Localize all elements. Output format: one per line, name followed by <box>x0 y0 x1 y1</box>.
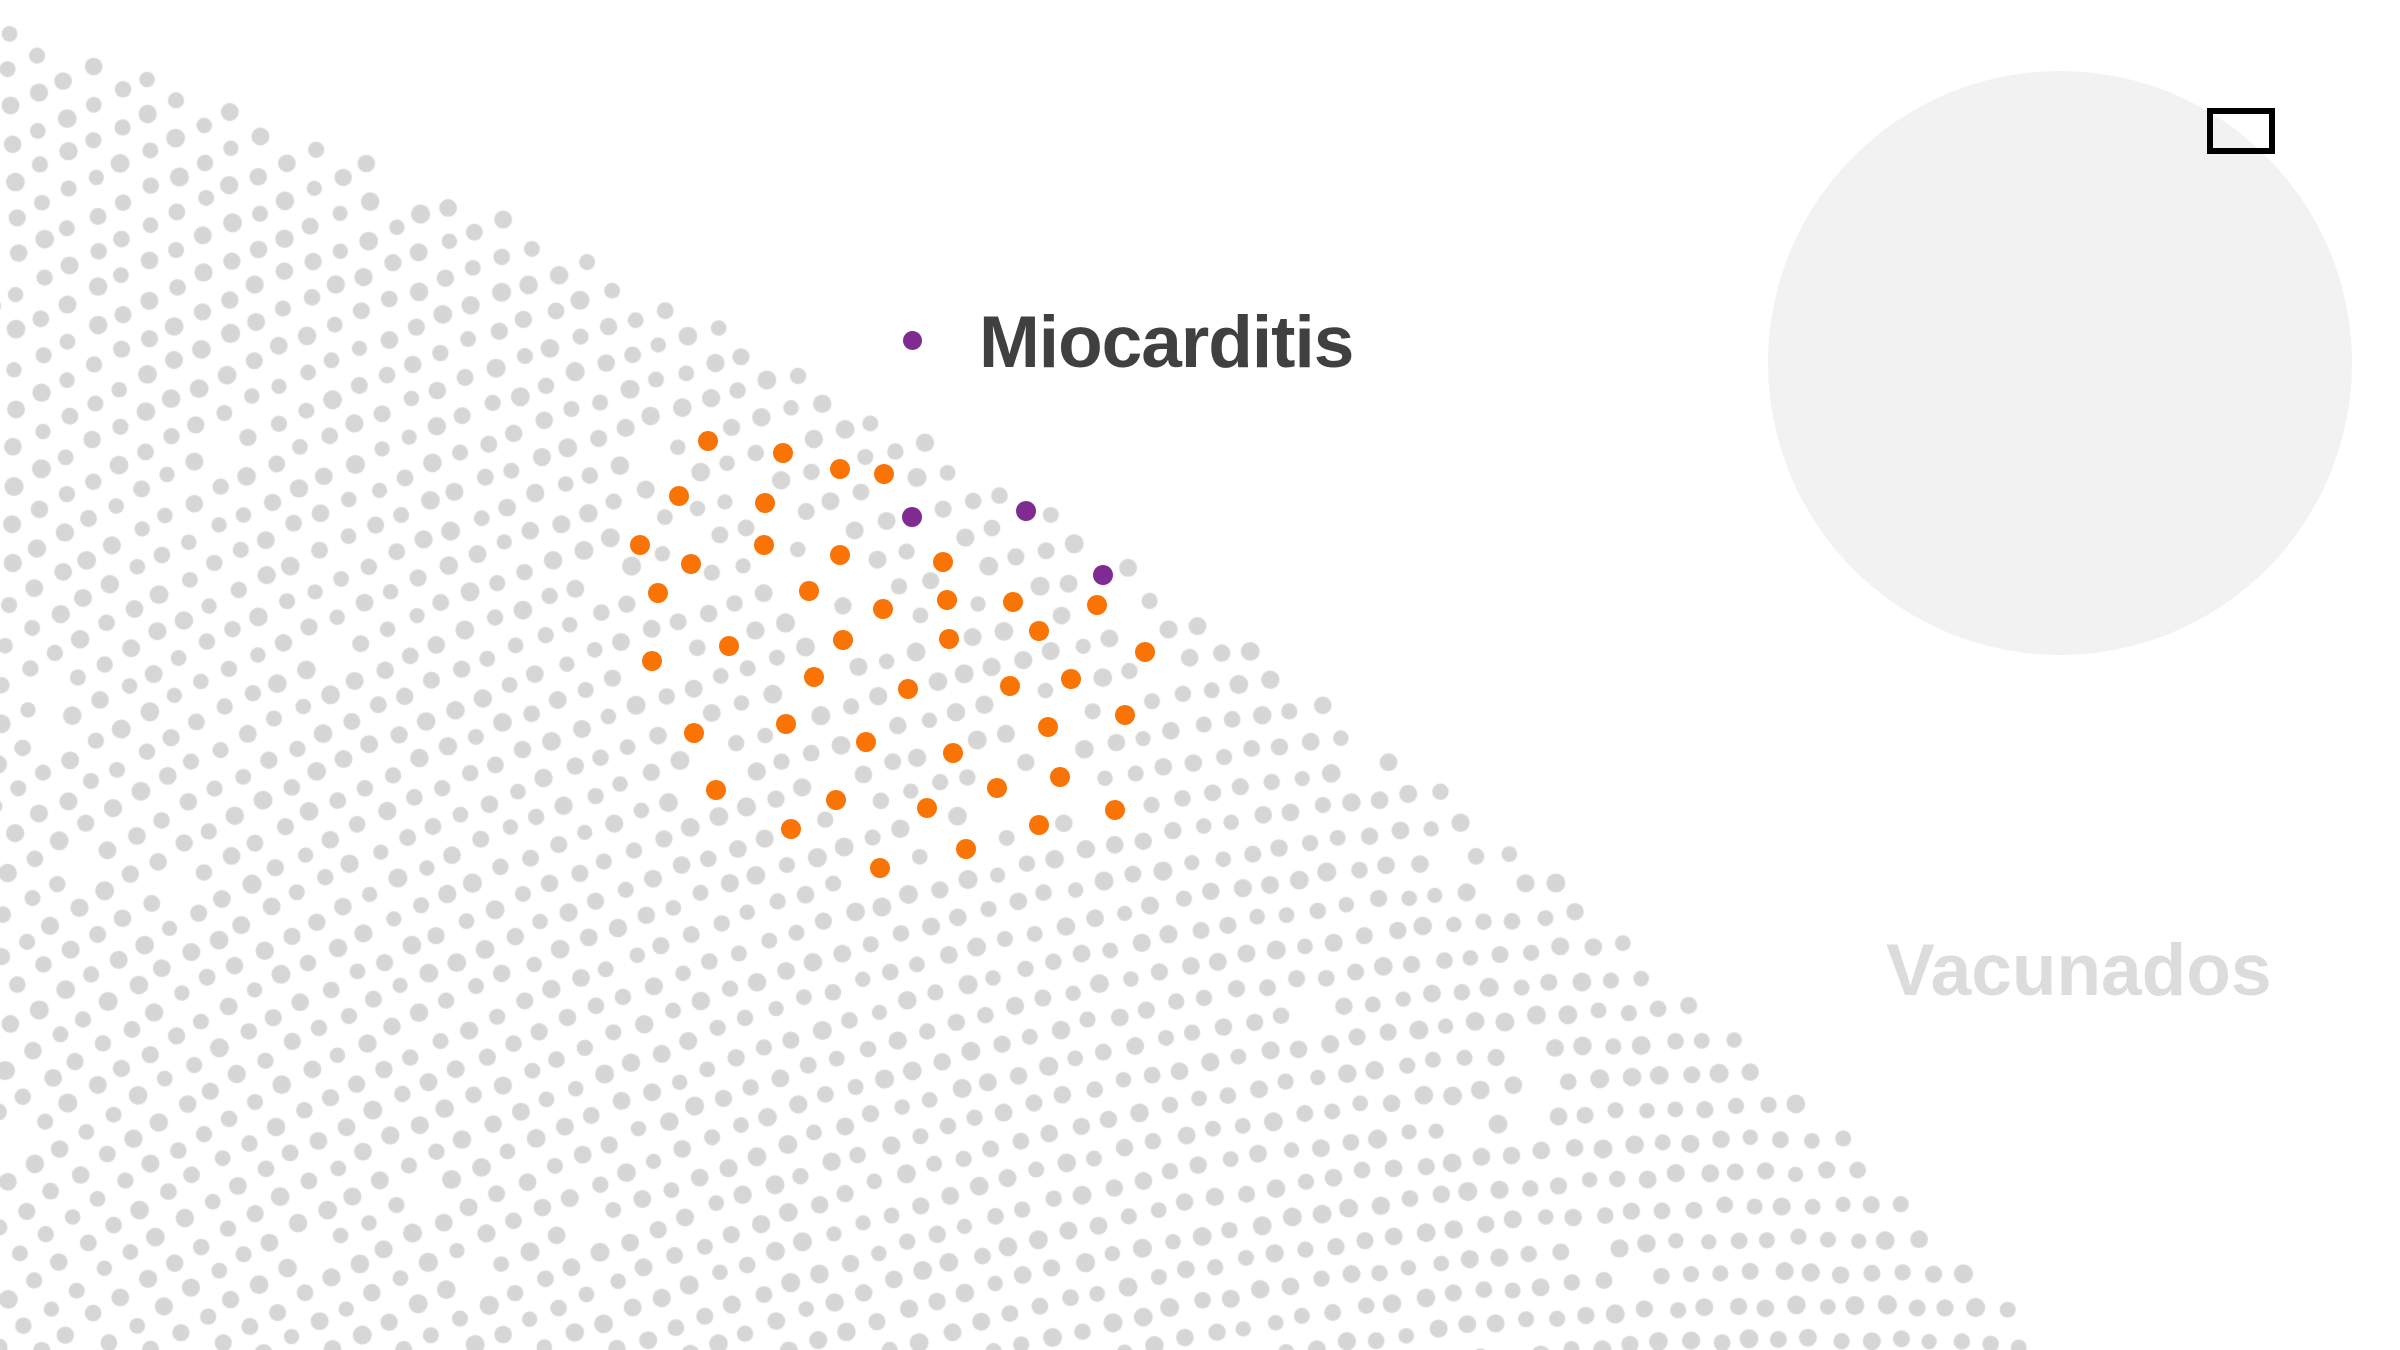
myocarditis-case-dot <box>902 507 922 527</box>
orange-case-dot <box>939 629 959 649</box>
orange-case-dot <box>781 819 801 839</box>
orange-case-dot <box>943 743 963 763</box>
orange-case-dot <box>1029 815 1049 835</box>
myocarditis-case-dot <box>1016 501 1036 521</box>
orange-case-dot <box>630 535 650 555</box>
miocarditis-legend-label: Miocarditis <box>979 302 1354 383</box>
orange-case-dot <box>1050 767 1070 787</box>
orange-case-dot <box>754 535 774 555</box>
orange-case-dot <box>804 667 824 687</box>
orange-case-dot <box>1105 800 1125 820</box>
orange-case-dot <box>684 723 704 743</box>
orange-case-dot <box>917 798 937 818</box>
orange-case-dot <box>826 790 846 810</box>
orange-case-dot <box>773 443 793 463</box>
orange-case-dot <box>669 486 689 506</box>
minimap-population-circle <box>1768 71 2352 655</box>
orange-case-dot <box>933 552 953 572</box>
minimap-viewport-rect <box>2207 108 2275 154</box>
orange-case-dot <box>1061 669 1081 689</box>
orange-case-dot <box>755 493 775 513</box>
orange-case-dot <box>719 636 739 656</box>
orange-case-dot <box>1000 676 1020 696</box>
orange-case-dot <box>1003 592 1023 612</box>
orange-case-dot <box>830 545 850 565</box>
orange-case-dot <box>681 554 701 574</box>
orange-case-dot <box>776 714 796 734</box>
orange-case-dot <box>648 583 668 603</box>
myocarditis-case-dot <box>1093 565 1113 585</box>
orange-case-dot <box>1029 621 1049 641</box>
orange-case-dot <box>833 630 853 650</box>
orange-case-dot <box>956 839 976 859</box>
orange-case-dot <box>1115 705 1135 725</box>
orange-case-dot <box>874 464 894 484</box>
orange-case-dot <box>1038 717 1058 737</box>
orange-case-dot <box>698 431 718 451</box>
orange-case-dot <box>799 581 819 601</box>
orange-case-dot <box>898 679 918 699</box>
orange-case-dot <box>706 780 726 800</box>
orange-case-dot <box>870 858 890 878</box>
orange-case-dot <box>987 778 1007 798</box>
orange-case-dot <box>856 732 876 752</box>
orange-case-dot <box>1087 595 1107 615</box>
vacunados-label: Vacunados <box>1886 930 2272 1011</box>
orange-case-dot <box>642 651 662 671</box>
miocarditis-legend-dot <box>903 331 922 350</box>
orange-case-dot <box>1135 642 1155 662</box>
orange-case-dot <box>830 459 850 479</box>
orange-case-dot <box>937 590 957 610</box>
orange-case-dot <box>873 599 893 619</box>
